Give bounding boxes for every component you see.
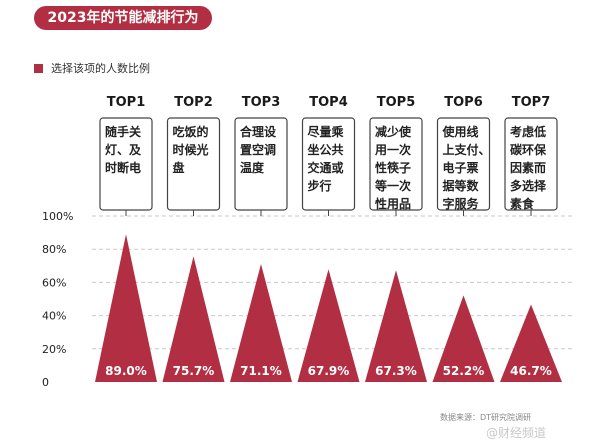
y-tick-label: 60% [42,276,66,289]
page-title: 2023年的节能减排行为 [34,6,212,30]
data-label: 89.0% [105,364,147,378]
y-tick-label: 40% [42,310,66,323]
y-tick-label: 0 [42,376,49,389]
description-text: 时断电 [105,160,141,175]
category-label: TOP4 [309,95,348,110]
description-text: 减少使 [375,124,412,139]
bar [432,295,495,382]
description-text: 使用线 [442,124,479,139]
description-text: 尽量乘 [308,124,344,139]
description-text: 考虑低 [510,124,546,139]
description-text: 电子票 [443,160,479,175]
description-text: 温度 [240,160,265,175]
description-text: 时候光 [173,142,209,157]
category-label: TOP5 [377,95,416,110]
description-text: 坐公共 [308,142,344,157]
watermark: @财经频道 [486,426,547,440]
description-text: 灯、及 [105,142,142,157]
description-text: 合理设 [240,124,277,139]
y-tick-label: 100% [42,210,73,223]
category-label: TOP6 [444,95,483,110]
data-label: 67.3% [375,364,417,378]
description-text: 字服务 [443,196,480,211]
data-label: 75.7% [173,364,215,378]
description-text: 盘 [173,160,185,175]
bar [162,256,225,382]
category-label: TOP1 [107,95,146,110]
bar [500,304,562,382]
category-label: TOP2 [174,95,213,110]
data-label: 67.9% [308,364,350,378]
legend: 选择该项的人数比例 [34,60,150,76]
bar [365,270,427,382]
description-text: 交通或 [308,160,344,175]
description-text: 多选择 [510,178,547,193]
data-label: 71.1% [240,364,282,378]
category-label: TOP3 [242,95,281,110]
legend-swatch [34,63,43,73]
description-text: 碳环保 [510,142,547,157]
description-text: 等一次 [374,178,411,193]
description-text: 上支付、 [443,142,491,157]
bar [297,269,360,382]
bar [230,263,292,382]
data-source: 数据来源：DT研究院调研 [440,413,532,422]
y-tick-label: 20% [42,343,66,356]
data-label: 52.2% [443,364,485,378]
description-text: 据等数 [443,178,480,193]
description-text: 因素而 [510,160,546,175]
description-text: 素食 [510,196,535,211]
data-label: 46.7% [510,364,552,378]
description-text: 性用品 [374,196,411,211]
description-text: 随手关 [105,124,141,139]
category-label: TOP7 [512,95,551,110]
description-text: 性筷子 [374,160,411,175]
legend-label: 选择该项的人数比例 [51,62,150,75]
bar [95,234,157,382]
description-text: 置空调 [240,142,276,157]
y-tick-label: 80% [42,243,66,256]
description-text: 吃饭的 [173,124,209,139]
description-text: 步行 [308,178,332,193]
description-text: 用一次 [374,142,411,157]
